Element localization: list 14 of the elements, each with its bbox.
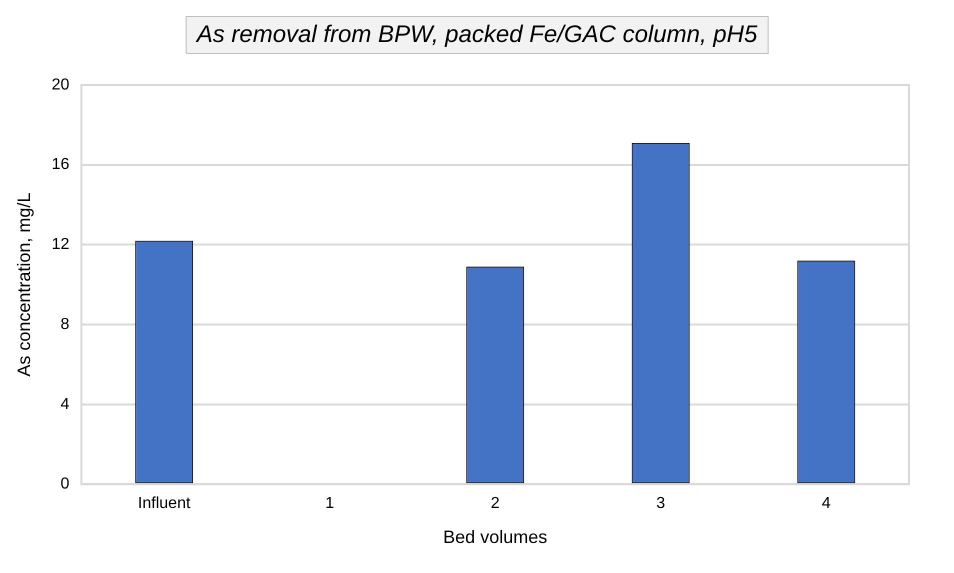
y-tick-label: 0 [60, 476, 70, 493]
x-tick-label: 2 [490, 495, 500, 512]
y-tick-label: 16 [52, 156, 70, 174]
y-tick-label: 4 [60, 396, 70, 413]
y-axis-title: As concentration, mg/L [14, 192, 34, 377]
x-tick-label: 4 [822, 495, 831, 512]
x-tick-label: Influent [138, 495, 191, 512]
x-tick-label: 1 [325, 495, 334, 512]
y-tick-label: 20 [52, 76, 70, 94]
y-tick-label: 8 [60, 316, 70, 333]
x-axis-title: Bed volumes [443, 527, 548, 548]
chart-title: As removal from BPW, packed Fe/GAC column, pH5 [186, 16, 768, 54]
y-tick-label: 12 [52, 236, 70, 254]
x-tick-label: 3 [656, 495, 666, 512]
